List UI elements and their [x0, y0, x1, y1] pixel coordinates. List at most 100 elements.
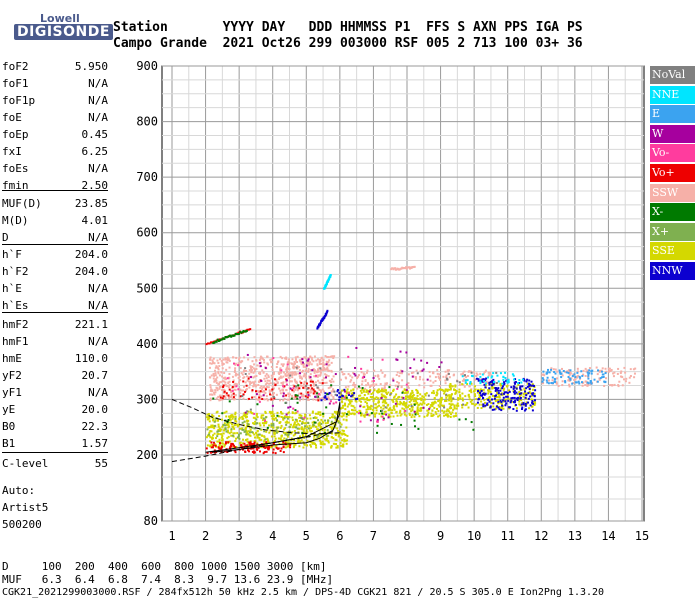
echo-point	[439, 378, 442, 381]
echo-point	[309, 385, 312, 388]
echo-point	[319, 442, 322, 445]
echo-point	[320, 389, 323, 392]
echo-point	[303, 372, 306, 375]
echo-point	[340, 423, 343, 426]
echo-point	[336, 446, 339, 449]
echo-point	[243, 442, 246, 445]
echo-point	[253, 370, 256, 373]
echo-point	[255, 393, 258, 396]
echo-point	[264, 443, 267, 446]
echo-point	[489, 406, 492, 409]
echo-point	[285, 367, 288, 370]
echo-point	[396, 387, 399, 390]
echo-point	[482, 378, 485, 381]
echo-point	[314, 442, 317, 445]
echo-point	[330, 390, 333, 393]
echo-point	[213, 451, 216, 454]
echo-point	[291, 394, 294, 397]
echo-point	[487, 392, 490, 395]
echo-point	[399, 414, 402, 417]
echo-point	[323, 428, 326, 431]
echo-point	[254, 384, 257, 387]
echo-point	[209, 358, 212, 361]
echo-point	[491, 408, 494, 411]
echo-point	[436, 369, 439, 372]
echo-point	[528, 379, 531, 382]
param-value: 204.0	[74, 265, 108, 278]
echo-point	[391, 398, 394, 401]
echo-point	[462, 383, 465, 386]
echo-point	[449, 395, 452, 398]
echo-point	[487, 374, 490, 377]
echo-point	[283, 417, 286, 420]
echo-point	[244, 367, 247, 370]
echo-point	[382, 399, 385, 402]
echo-point	[210, 393, 213, 396]
echo-point	[313, 438, 316, 441]
echo-point	[281, 383, 284, 386]
param-name: fxI	[2, 145, 22, 158]
echo-point	[343, 433, 346, 436]
echo-point	[272, 371, 275, 374]
echo-point	[319, 411, 322, 414]
echo-point	[248, 372, 251, 375]
echo-point	[273, 439, 276, 442]
echo-point	[257, 380, 260, 383]
echo-point	[266, 447, 269, 450]
echo-point	[300, 417, 303, 420]
echo-point	[525, 380, 528, 383]
echo-point	[304, 374, 307, 377]
param-row: yF2 20.7	[2, 369, 108, 386]
echo-point	[276, 411, 279, 414]
echo-point	[334, 393, 337, 396]
echo-point	[469, 389, 472, 392]
echo-point	[272, 387, 275, 390]
x-tick-label: 3	[236, 529, 243, 543]
echo-point	[264, 388, 267, 391]
echo-point	[231, 434, 234, 437]
echo-point	[233, 424, 236, 427]
echo-point	[282, 428, 285, 431]
echo-point	[471, 375, 474, 378]
echo-point	[345, 396, 348, 399]
echo-point	[213, 449, 216, 452]
echo-point	[275, 378, 278, 381]
echo-point	[223, 391, 226, 394]
echo-point	[326, 309, 329, 312]
echo-point	[475, 403, 478, 406]
x-tick-label: 15	[635, 529, 649, 543]
echo-point	[392, 405, 395, 408]
echo-point	[275, 393, 278, 396]
echo-point	[350, 379, 353, 382]
echo-point	[223, 337, 226, 340]
echo-point	[224, 428, 227, 431]
echo-point	[220, 371, 223, 374]
echo-point	[520, 407, 523, 410]
echo-point	[596, 380, 599, 383]
echo-point	[287, 398, 290, 401]
echo-point	[220, 428, 223, 431]
echo-point	[272, 393, 275, 396]
echo-point	[209, 440, 212, 443]
echo-point	[409, 267, 412, 270]
echo-point	[474, 385, 477, 388]
echo-point	[292, 365, 295, 368]
echo-point	[342, 414, 345, 417]
echo-point	[360, 412, 363, 415]
echo-point	[220, 442, 223, 445]
echo-point	[569, 372, 572, 375]
echo-point	[261, 357, 264, 360]
echo-point	[491, 398, 494, 401]
param-name: M(D)	[2, 214, 29, 227]
echo-point	[574, 376, 577, 379]
echo-point	[267, 363, 270, 366]
echo-point	[365, 408, 368, 411]
legend-item-w: W	[650, 124, 695, 143]
echo-point	[342, 389, 345, 392]
param-value: N/A	[88, 111, 108, 124]
echo-point	[531, 392, 534, 395]
echo-point	[496, 392, 499, 395]
echo-point	[422, 396, 425, 399]
echo-point	[291, 358, 294, 361]
echo-point	[424, 394, 427, 397]
